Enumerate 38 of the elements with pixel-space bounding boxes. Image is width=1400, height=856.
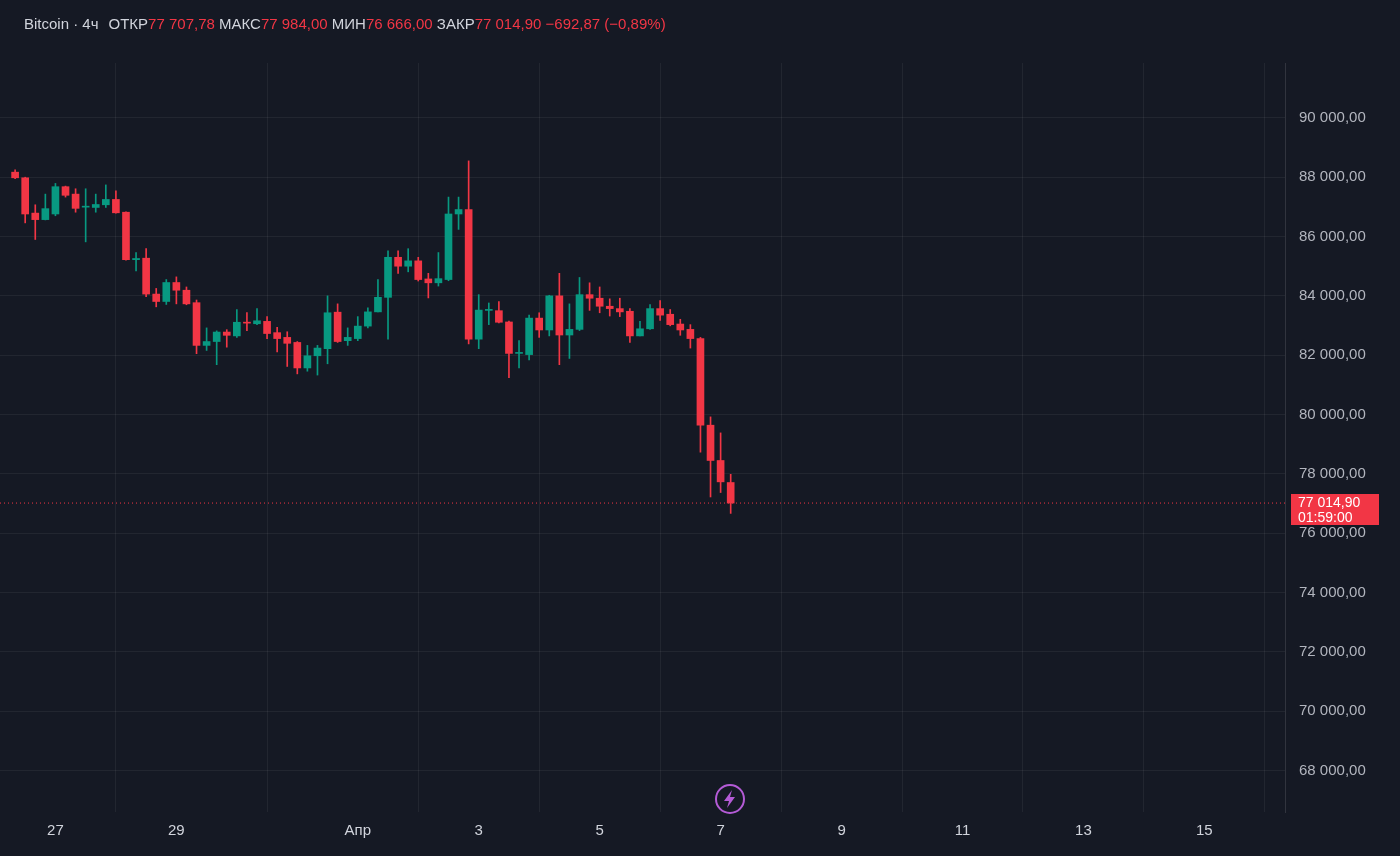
x-tick-label: 29 <box>168 821 185 839</box>
x-tick-label: 7 <box>716 821 725 839</box>
x-tick-label: 13 <box>1075 821 1092 839</box>
candlestick <box>515 340 523 369</box>
x-tick-label: 11 <box>954 821 971 839</box>
x-tick-label: 9 <box>837 821 846 839</box>
candlestick <box>615 297 624 317</box>
text: 01:59:00 <box>1298 508 1353 525</box>
y-tick-label: 88 000,00 <box>1299 167 1366 185</box>
candlestick <box>253 308 261 325</box>
candlestick <box>605 298 614 317</box>
candlestick <box>31 204 40 240</box>
candlestick <box>222 329 231 348</box>
text: ОТКР77 707,78 МАКС77 984,00 МИН76 666,00 ЗАКР77 014,90 −692,87 (−0,89%) <box>108 15 666 32</box>
x-tick-label: Апр <box>344 821 372 839</box>
candlestick <box>91 193 100 213</box>
x-tick-label: 15 <box>1196 821 1213 839</box>
x-tick-label: 27 <box>47 821 64 839</box>
y-tick-label: 82 000,00 <box>1299 345 1366 363</box>
chart-title: Bitcoin · 4ч <box>24 15 99 32</box>
y-tick-label: 78 000,00 <box>1299 463 1366 481</box>
y-tick-label: 76 000,00 <box>1299 523 1366 541</box>
y-tick-label: 86 000,00 <box>1299 226 1366 244</box>
y-tick-label: 84 000,00 <box>1299 286 1366 303</box>
ref-line-label: 77 014,90 <box>1298 493 1361 510</box>
candlestick <box>283 331 292 367</box>
y-tick-label: 72 000,00 <box>1299 641 1366 659</box>
x-tick-label: 3 <box>474 821 483 839</box>
x-tick-label: 5 <box>595 821 604 839</box>
y-tick-label: 70 000,00 <box>1299 701 1366 719</box>
y-tick-label: 74 000,00 <box>1299 582 1366 600</box>
candlestick <box>484 302 493 325</box>
candlestick <box>404 248 413 273</box>
y-tick-label: 80 000,00 <box>1299 404 1366 422</box>
y-tick-label: 90 000,00 <box>1299 108 1366 126</box>
candlestick <box>132 252 140 272</box>
y-tick-label: 68 000,00 <box>1299 760 1366 778</box>
candlestick <box>343 327 352 346</box>
